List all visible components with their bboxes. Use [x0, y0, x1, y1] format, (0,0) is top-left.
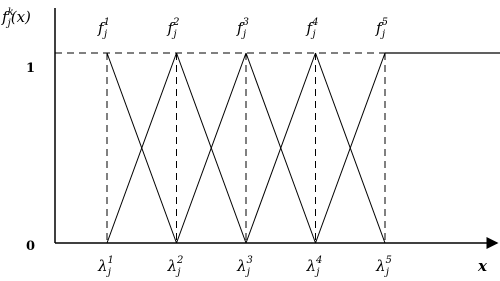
- function-label: f1 j: [97, 17, 110, 40]
- point-label-sup: 1: [108, 255, 114, 266]
- point-label-sup: 5: [386, 255, 392, 266]
- function-label: f3 j: [236, 17, 249, 40]
- point-label-base: λ: [167, 257, 178, 275]
- rising-edge: [176, 52, 247, 244]
- point-label-sub: j: [106, 267, 111, 278]
- function-label: f5 j: [375, 17, 388, 40]
- function-label-base: f: [97, 19, 106, 37]
- function-label-sup: 4: [311, 17, 318, 28]
- function-label-sup: 3: [243, 17, 249, 28]
- point-label: λ3 j: [236, 255, 253, 278]
- point-label: λ4 j: [306, 255, 323, 278]
- function-label: f2 j: [167, 17, 180, 40]
- function-label-base: f: [375, 19, 384, 37]
- function-label: f4 j: [306, 17, 319, 40]
- function-label-base: f: [167, 19, 176, 37]
- point-label-sup: 3: [247, 255, 253, 266]
- rising-edge: [315, 52, 386, 244]
- function-label-sub: j: [310, 29, 315, 40]
- point-label-base: λ: [97, 257, 108, 275]
- point-label-sup: 2: [176, 255, 183, 266]
- function-label-sub: j: [380, 29, 385, 40]
- point-label: λ5 j: [375, 255, 392, 278]
- point-label-sub: j: [175, 267, 180, 278]
- function-label-sup: 1: [104, 17, 110, 28]
- level-one: 1: [26, 61, 35, 76]
- rising-edge: [106, 52, 177, 244]
- point-label-sub: j: [314, 267, 319, 278]
- rising-edge: [245, 52, 316, 244]
- function-label-sup: 2: [172, 17, 179, 28]
- point-label-sub: j: [245, 267, 250, 278]
- function-label-sub: j: [171, 29, 176, 40]
- level-zero: 0: [26, 239, 35, 254]
- function-label-sub: j: [241, 29, 246, 40]
- point-label: λ1 j: [97, 255, 114, 278]
- x-axis-label: x: [477, 257, 488, 275]
- function-label-base: f: [306, 19, 315, 37]
- point-label-base: λ: [306, 257, 317, 275]
- point-label-base: λ: [375, 257, 386, 275]
- point-label-sub: j: [384, 267, 389, 278]
- function-label-base: f: [236, 19, 245, 37]
- y-axis-label: fk j(x): [1, 7, 31, 29]
- point-label-sup: 4: [315, 255, 322, 266]
- function-label-sup: 5: [382, 17, 388, 28]
- point-label: λ2 j: [167, 255, 184, 278]
- function-label-sub: j: [102, 29, 107, 40]
- point-label-base: λ: [236, 257, 247, 275]
